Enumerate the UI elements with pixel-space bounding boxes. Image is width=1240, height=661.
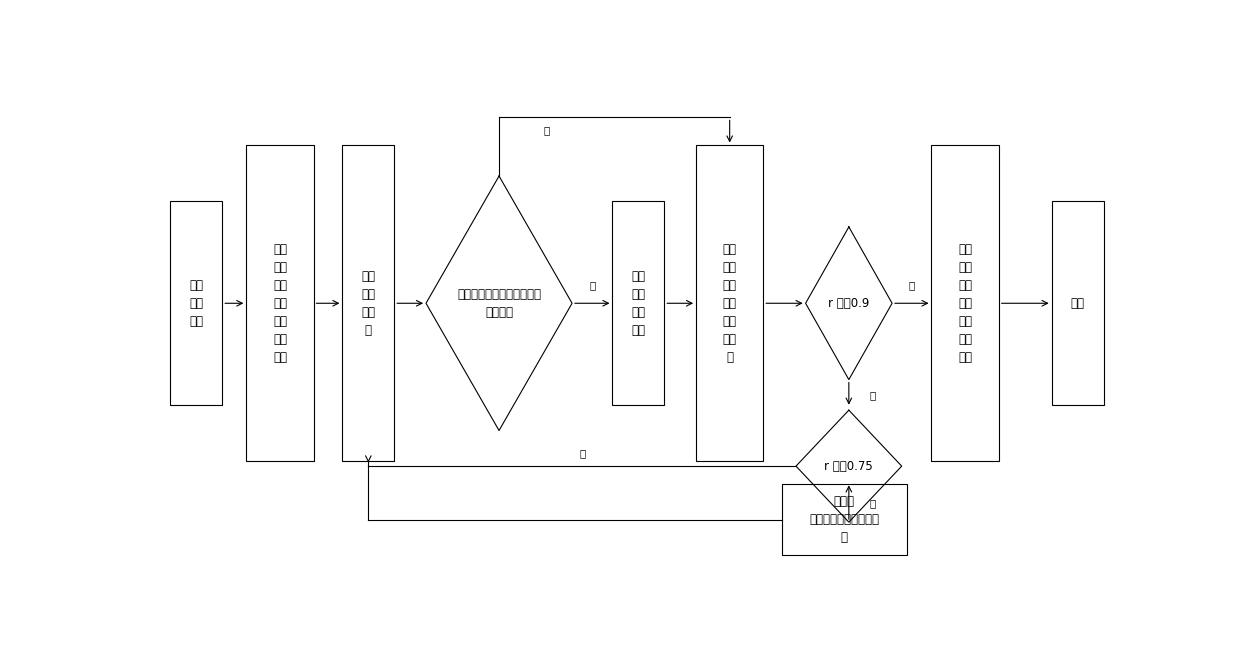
Polygon shape xyxy=(427,176,572,430)
Text: 获取
参考
图像: 获取 参考 图像 xyxy=(190,279,203,328)
Bar xyxy=(696,145,764,461)
Text: 归一
化待
检测
图像: 归一 化待 检测 图像 xyxy=(631,270,645,336)
Text: 光学
遥感
卫星
相机
处于
最佳
焦面: 光学 遥感 卫星 相机 处于 最佳 焦面 xyxy=(959,243,972,364)
Text: 是: 是 xyxy=(544,125,551,136)
Bar xyxy=(613,202,665,405)
Text: 否: 否 xyxy=(579,448,585,459)
Bar xyxy=(342,145,394,461)
Text: 计算
参考
图像
分块
标准
差及
梯度: 计算 参考 图像 分块 标准 差及 梯度 xyxy=(273,243,286,364)
Polygon shape xyxy=(796,410,901,522)
Text: r 小于0.75: r 小于0.75 xyxy=(825,459,873,473)
Bar xyxy=(1052,202,1104,405)
Polygon shape xyxy=(806,227,892,379)
Text: 否: 否 xyxy=(589,280,595,290)
Text: r 大于0.9: r 大于0.9 xyxy=(828,297,869,310)
Text: 是: 是 xyxy=(869,498,875,508)
Bar xyxy=(247,145,314,461)
Bar xyxy=(170,202,222,405)
Text: 待检测图像和参考图像亮度
是否一致: 待检测图像和参考图像亮度 是否一致 xyxy=(458,288,541,319)
Bar xyxy=(931,145,998,461)
Text: 调焦，
在调焦经历的每个焦面
下: 调焦， 在调焦经历的每个焦面 下 xyxy=(808,495,879,544)
Text: 是: 是 xyxy=(909,280,915,290)
Text: 否: 否 xyxy=(869,390,875,400)
Text: 获取
待检
测图
像: 获取 待检 测图 像 xyxy=(361,270,376,336)
Bar xyxy=(781,484,906,555)
Text: 结束: 结束 xyxy=(1070,297,1085,310)
Text: 计算
待检
测图
像标
准差
及梯
度: 计算 待检 测图 像标 准差 及梯 度 xyxy=(723,243,737,364)
